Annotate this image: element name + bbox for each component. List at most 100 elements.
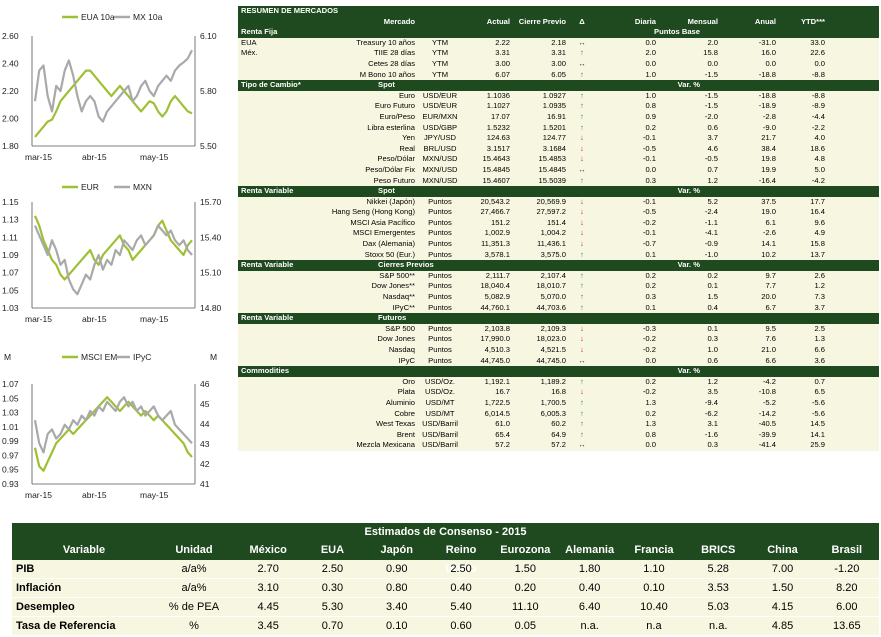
direction-arrow-icon: ↑ — [580, 376, 584, 386]
instrument-unit: YTM — [431, 48, 449, 58]
instrument-name: S&P 500** — [379, 270, 415, 280]
row-group-label — [238, 440, 290, 451]
instrument-unit: USD/EUR — [422, 101, 458, 111]
value-previous: 3.00 — [551, 58, 566, 68]
instrument-unit: Puntos — [428, 196, 452, 206]
value-monthly: -1.5 — [704, 69, 718, 79]
value-actual: 1,192.1 — [484, 376, 510, 386]
value-ytd: 5.0 — [814, 164, 825, 174]
instrument-name: Hang Seng (Hong Kong) — [331, 207, 415, 217]
value-monthly: -1.0 — [704, 249, 718, 259]
direction-arrow-icon: ↑ — [580, 90, 584, 100]
row-group-label — [238, 112, 290, 123]
instrument-name: Nasdaq — [388, 345, 415, 354]
value-actual: 3.00 — [495, 58, 510, 68]
instrument-name: Mezcla Mexicana — [356, 440, 415, 450]
value-actual: 1,002.9 — [484, 228, 510, 238]
right-tick-label: 15.40 — [200, 232, 222, 242]
value-annual: 0.0 — [765, 58, 776, 68]
value-daily: 0.0 — [645, 164, 656, 174]
value-annual: 9.7 — [765, 270, 776, 280]
instrument-name: Euro — [398, 90, 415, 100]
instrument-unit: USD/MT — [425, 397, 455, 407]
value-actual: 17,990.0 — [480, 334, 510, 344]
market-row: S&P 500 Puntos 2,103.8 2,109.3 ↓ -0.3 0.1 9.5 2.… — [238, 323, 879, 335]
market-row: Real BRL/USD 3.1517 3.1684 ↓ -0.5 4.6 38.4 18.6 — [238, 143, 879, 155]
consensus-header-country: México — [249, 544, 287, 556]
row-group-label — [238, 387, 290, 398]
instrument-name: Peso Futuro — [373, 175, 415, 185]
instrument-name: Nasdaq** — [382, 292, 415, 302]
consensus-unit: % — [189, 620, 199, 632]
value-daily: 0.3 — [645, 292, 656, 302]
value-previous: 15.5039 — [538, 175, 566, 185]
consensus-value: 1.50 — [771, 582, 794, 594]
direction-arrow-icon: ↑ — [580, 69, 584, 79]
consensus-value: 0.10 — [643, 582, 665, 594]
value-annual: -18.8 — [758, 90, 776, 100]
market-row: IPyC Puntos 44,745.0 44,745.0 ↔ 0.0 0.6 6.6 3.6 — [238, 355, 879, 367]
instrument-name: Oro — [402, 376, 415, 386]
section-title: Tipo de Cambio* — [241, 80, 301, 90]
consensus-value: 3.53 — [707, 582, 729, 594]
consensus-value: 5.03 — [707, 601, 729, 613]
row-group-label — [238, 91, 290, 102]
x-tick-label: may-15 — [140, 490, 169, 500]
value-actual: 6.07 — [495, 69, 510, 79]
direction-arrow-icon: ↑ — [580, 408, 584, 418]
row-group-label — [238, 165, 290, 176]
value-daily: -0.1 — [642, 228, 656, 238]
consensus-variable: PIB — [16, 563, 35, 575]
row-group-label — [238, 303, 290, 314]
x-tick-label: abr-15 — [82, 314, 107, 324]
row-group-label — [238, 239, 290, 250]
value-ytd: 17.7 — [810, 196, 825, 206]
direction-arrow-icon: ↓ — [580, 239, 584, 249]
value-previous: 15.4845 — [538, 164, 566, 174]
consensus-row: Tasa de Referencia% 3.45 0.70 0.10 0.60 0.05 n… — [12, 617, 879, 636]
row-group-label — [238, 144, 290, 155]
left-axis-unit: M — [4, 352, 11, 362]
direction-arrow-icon: ↓ — [580, 334, 584, 344]
instrument-name: West Texas — [376, 419, 415, 429]
value-monthly: 0.3 — [707, 334, 718, 344]
value-annual: -2.6 — [762, 228, 776, 238]
consensus-value: 3.40 — [386, 601, 408, 613]
row-group-label — [238, 207, 290, 218]
instrument-unit: USD/Barril — [422, 419, 458, 429]
direction-arrow-icon: ↑ — [580, 419, 584, 429]
section-subtitle: Futuros — [378, 313, 407, 323]
direction-arrow-icon: ↑ — [580, 101, 584, 111]
section-header-row: Renta Variable Spot Var. % — [238, 186, 879, 197]
instrument-name: M Bono 10 años — [359, 69, 415, 79]
instrument-name: Nikkei (Japón) — [366, 196, 415, 206]
right-tick-label: 15.70 — [200, 197, 222, 207]
value-ytd: 1.3 — [814, 334, 825, 344]
consensus-value: 5.28 — [707, 563, 729, 575]
value-daily: -0.2 — [642, 217, 656, 227]
value-annual: 21.7 — [761, 133, 776, 143]
section-unit: Var. % — [677, 260, 700, 270]
instrument-unit: MXN/USD — [422, 164, 458, 174]
value-previous: 2.18 — [551, 37, 566, 47]
consensus-header-country: EUA — [320, 544, 345, 556]
value-ytd: 6.6 — [814, 345, 825, 354]
left-tick-label: 1.07 — [2, 379, 19, 389]
value-ytd: 4.8 — [814, 154, 825, 164]
value-actual: 18,040.4 — [480, 281, 510, 291]
chart-eur-mxn: EUR MXN 1.15 1.13 1.11 1.09 1.07 1.05 1.03 15.70 1… — [0, 180, 225, 330]
left-tick-label: 1.07 — [2, 268, 19, 278]
value-actual: 61.0 — [495, 419, 510, 429]
series-line-secondary — [33, 49, 193, 123]
value-previous: 18,023.0 — [536, 334, 566, 344]
row-group-label — [238, 123, 290, 134]
section-unit: Var. % — [677, 366, 700, 376]
direction-arrow-icon: ↓ — [580, 207, 584, 217]
market-row: Stoxx 50 (Eur.) Puntos 3,578.1 3,575.0 ↑ 0.1 -… — [238, 249, 879, 261]
chart-eua-mx-svg: EUA 10a MX 10a 2.60 2.40 2.20 2.00 1.80 6.10 5.8… — [2, 12, 217, 162]
value-monthly: 0.2 — [707, 270, 718, 280]
consensus-title: Estimados de Consenso - 2015 — [12, 523, 879, 541]
row-group-label — [238, 59, 290, 70]
header-previo: Cierre Previo — [518, 16, 566, 26]
value-actual: 3.1517 — [486, 143, 510, 153]
